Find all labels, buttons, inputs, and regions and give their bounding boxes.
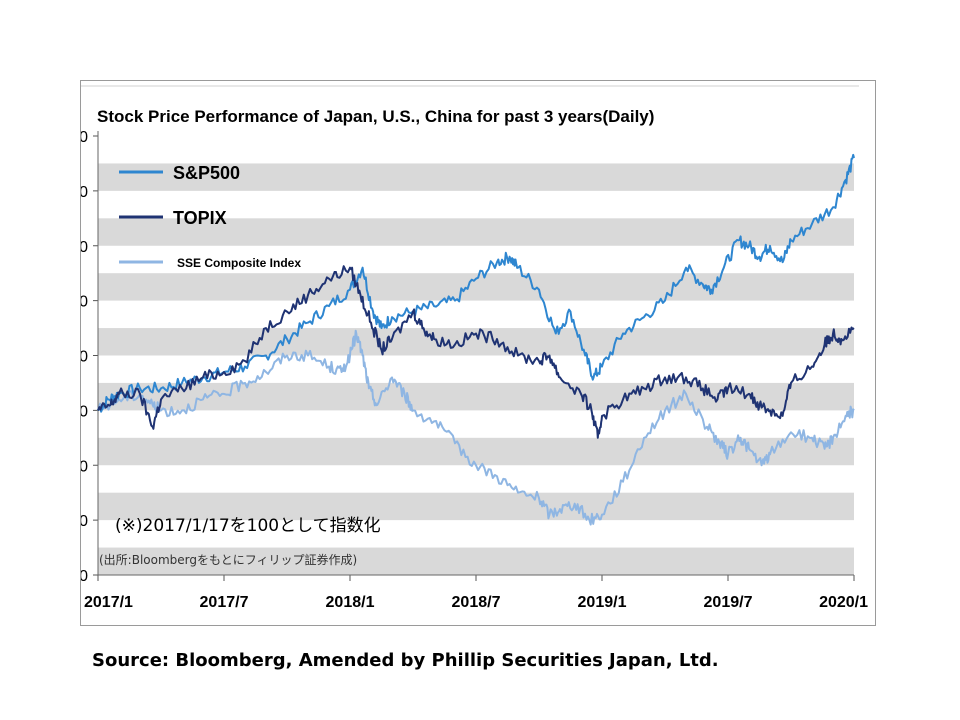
chart-svg: Stock Price Performance of Japan, U.S., … [81,85,868,611]
grid-band [98,218,854,246]
x-tick-label: 2019/7 [704,594,753,611]
source-caption: Source: Bloomberg, Amended by Phillip Se… [92,650,719,671]
x-tick-label: 2017/7 [200,594,249,611]
x-tick-label: 2017/1 [84,594,133,611]
x-tick-label: 2018/1 [326,594,375,611]
grid-band [98,547,854,575]
axes [97,131,854,576]
y-tick-label: 90 [81,458,88,475]
legend: S&P500 TOPIX SSE Composite Index [119,163,337,271]
index-note: (※)2017/1/17を100として指数化 [115,516,381,536]
series-line [97,265,855,439]
grid-band [98,273,854,301]
series-lines [97,153,855,526]
chart-frame: Stock Price Performance of Japan, U.S., … [80,80,876,626]
y-tick-label: 130 [81,239,88,256]
y-tick-label: 70 [81,568,88,585]
legend-label-bg [169,247,337,271]
x-tick-label: 2018/7 [452,594,501,611]
x-axis-ticks: 2017/1 2017/7 2018/1 2018/7 2019/1 2019/7 2020… [84,575,868,611]
grid-band [98,492,854,521]
y-tick-label: 150 [81,129,88,146]
y-axis-ticks: 150 140 130 120 110 100 90 80 70 [81,129,98,585]
y-tick-label: 140 [81,184,88,201]
chart-title: Stock Price Performance of Japan, U.S., … [97,107,654,126]
y-tick-label: 110 [81,349,88,366]
legend-label: SSE Composite Index [177,256,301,270]
series-line [97,329,855,526]
legend-label: S&P500 [173,163,240,183]
y-tick-label: 100 [81,403,88,420]
x-tick-label: 2020/1 [819,594,868,611]
grid-bands [98,163,854,575]
legend-label: TOPIX [173,208,227,228]
series-line [97,153,855,413]
grid-band [98,328,854,356]
y-tick-label: 120 [81,294,88,311]
y-tick-label: 80 [81,513,88,530]
source-note: (出所:Bloombergをもとにフィリップ証券作成) [99,552,357,567]
grid-band [98,163,854,191]
grid-band [98,382,854,411]
x-tick-label: 2019/1 [578,594,627,611]
